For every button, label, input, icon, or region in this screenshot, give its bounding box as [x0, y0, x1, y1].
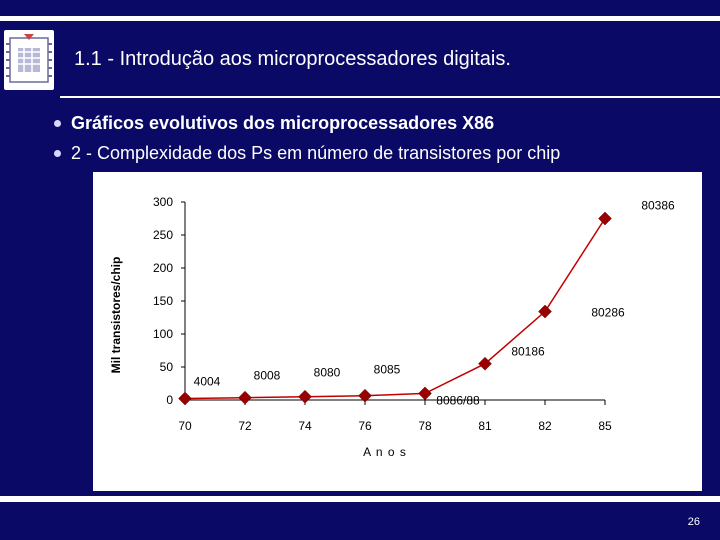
- bullet-text-1: Gráficos evolutivos dos microprocessador…: [71, 113, 495, 133]
- y-tick-label: 250: [153, 228, 173, 242]
- data-label: 80286: [591, 306, 625, 320]
- y-tick-label: 200: [153, 261, 173, 275]
- x-tick-label: 85: [598, 419, 612, 433]
- data-label: 8086/88: [436, 393, 480, 407]
- y-tick-label: 150: [153, 294, 173, 308]
- x-tick-label: 78: [418, 419, 432, 433]
- chart-panel: 0 50 100 150 200 250 300 70 72 74 76 78 81 82 85 A n o …: [93, 172, 702, 491]
- page-number: 26: [687, 516, 700, 528]
- data-point-marker: [418, 386, 432, 401]
- y-tick-label: 100: [153, 327, 173, 341]
- title-separator: [60, 96, 720, 98]
- x-tick-label: 72: [238, 419, 252, 433]
- y-tick-label: 50: [160, 360, 174, 374]
- data-label: 8080: [314, 366, 341, 380]
- slide-title: 1.1 - Introdução aos microprocessadores …: [74, 48, 511, 70]
- top-stripe: [0, 16, 720, 21]
- series-line: [184, 218, 606, 400]
- chip-logo-icon: [4, 30, 54, 90]
- x-tick-label: 82: [538, 419, 552, 433]
- data-label: 4004: [194, 374, 221, 388]
- x-tick-label: 81: [478, 419, 492, 433]
- data-point-marker: [178, 391, 192, 406]
- data-label: 80386: [641, 199, 675, 213]
- data-point-marker: [478, 356, 492, 371]
- data-label: 8085: [374, 363, 401, 377]
- bullet-item-1: Gráficos evolutivos dos microprocessador…: [54, 113, 494, 134]
- data-point-marker: [598, 211, 612, 226]
- bullet-text-2: 2 - Complexidade dos Ps em número de tra…: [71, 143, 561, 163]
- data-point-marker: [358, 388, 372, 403]
- bullet-icon: [54, 120, 61, 127]
- bullet-item-2: 2 - Complexidade dos Ps em número de tra…: [54, 143, 560, 164]
- data-point-marker: [238, 390, 252, 405]
- data-label: 80186: [511, 345, 545, 359]
- bottom-stripe: [0, 496, 720, 502]
- x-tick-label: 74: [298, 419, 312, 433]
- y-tick-label: 300: [153, 195, 173, 209]
- y-tick-label: 0: [166, 393, 173, 407]
- x-tick-label: 76: [358, 419, 372, 433]
- x-tick-label: 70: [178, 419, 192, 433]
- y-axis-title: Mil transistores/chip: [109, 257, 123, 374]
- data-point-marker: [298, 389, 312, 404]
- bullet-icon: [54, 150, 61, 157]
- transistor-count-chart: 0 50 100 150 200 250 300 70 72 74 76 78 81 82 85 A n o …: [109, 195, 675, 459]
- data-point-marker: [538, 304, 552, 319]
- data-label: 8008: [254, 369, 281, 383]
- x-axis-title: A n o s: [363, 445, 407, 459]
